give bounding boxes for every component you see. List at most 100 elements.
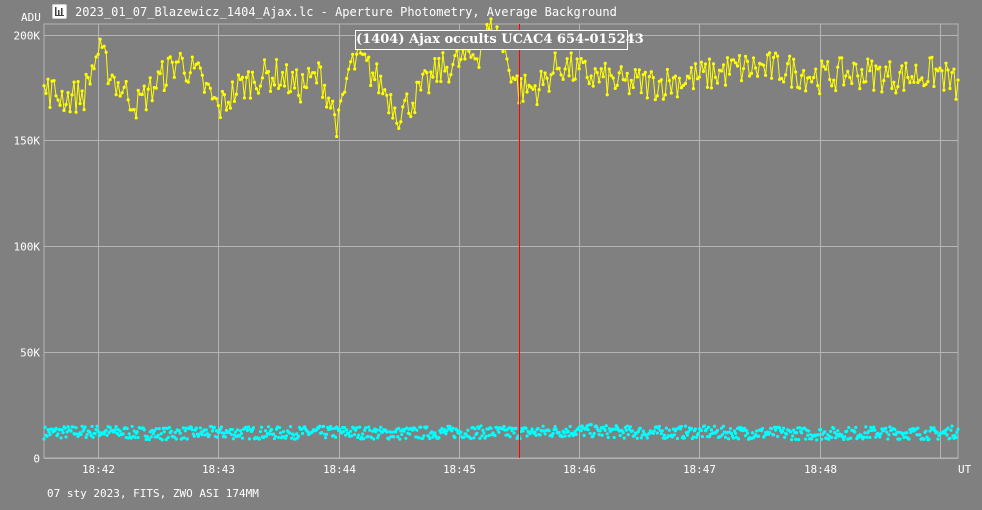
comparison-point	[167, 425, 171, 430]
series-line	[171, 62, 175, 78]
comparison-point	[651, 431, 655, 435]
comparison-point	[781, 429, 785, 433]
comparison-point	[379, 425, 383, 429]
comparison-point	[233, 430, 238, 434]
comparison-point	[278, 431, 283, 435]
series-line	[943, 63, 947, 91]
series-line	[915, 65, 919, 83]
series-line	[438, 58, 442, 82]
comparison-point	[804, 437, 808, 441]
comparison-point	[806, 433, 810, 437]
comparison-point	[451, 426, 455, 430]
comparison-point	[736, 437, 741, 441]
series-line	[670, 77, 674, 94]
axis-labels: 0 50K 100K 150K 200K 18:42 18:43 18:44 18:45 18:4…	[14, 11, 972, 476]
comparison-point	[396, 435, 400, 439]
comparison-point	[745, 431, 750, 435]
series-line	[931, 57, 935, 87]
comparison-point	[93, 431, 97, 436]
comparison-point	[652, 429, 656, 433]
comparison-point	[136, 435, 140, 440]
series-line	[324, 85, 328, 108]
comparison-point	[743, 434, 748, 438]
series-line	[83, 74, 87, 110]
series-line	[191, 56, 195, 69]
series-line	[352, 54, 356, 70]
comparison-point	[538, 433, 542, 437]
comparison-point	[135, 430, 139, 434]
comparison-point	[508, 435, 512, 439]
comparison-point	[185, 437, 189, 441]
comparison-point	[589, 423, 593, 427]
series-line	[442, 52, 446, 72]
comparison-point	[84, 435, 88, 439]
comparison-point	[108, 425, 112, 429]
series-line	[149, 77, 153, 101]
comparison-point	[769, 427, 774, 431]
series-line	[893, 82, 897, 93]
plot-frame	[43, 23, 959, 459]
comparison-point	[204, 428, 208, 432]
comparison-point	[778, 426, 782, 430]
comparison-point	[291, 433, 296, 437]
target-point	[218, 115, 222, 120]
comparison-point	[132, 429, 136, 433]
comparison-point	[817, 433, 821, 437]
comparison-point	[794, 437, 798, 441]
comparison-point	[408, 432, 412, 436]
comparison-point	[372, 437, 376, 441]
series-line	[656, 81, 660, 96]
comparison-point	[151, 432, 155, 436]
comparison-point	[450, 429, 454, 433]
series-line	[45, 79, 49, 94]
comparison-point	[924, 429, 928, 433]
comparison-point	[739, 426, 744, 430]
comparison-point	[694, 435, 699, 440]
chart-icon[interactable]	[52, 4, 67, 19]
series-line	[616, 72, 620, 86]
comparison-point	[767, 430, 772, 435]
comparison-point	[147, 438, 151, 442]
comparison-point	[367, 425, 371, 429]
series-line	[223, 94, 227, 111]
comparison-point	[700, 434, 705, 439]
comparison-point	[502, 424, 506, 429]
series-line	[306, 68, 310, 88]
series-line	[322, 85, 326, 98]
series-line	[161, 61, 165, 91]
series-line	[722, 64, 726, 86]
comparison-point	[533, 430, 537, 434]
series-line	[520, 78, 524, 102]
comparison-point	[300, 431, 305, 436]
comparison-point	[276, 435, 281, 440]
comparison-point	[718, 434, 723, 439]
series-line	[913, 65, 917, 83]
comparison-point	[790, 438, 794, 442]
series-line	[769, 52, 773, 79]
comparison-point	[425, 425, 429, 429]
comparison-point	[791, 434, 795, 438]
comparison-point	[898, 437, 902, 441]
target-point	[180, 56, 184, 60]
comparison-point	[592, 431, 596, 436]
comparison-point	[541, 424, 545, 428]
comparison-point	[345, 428, 349, 432]
comparison-point	[954, 436, 958, 440]
series-line	[606, 69, 610, 95]
comparison-point	[453, 435, 457, 440]
series-line	[771, 57, 775, 79]
comparison-point	[347, 432, 351, 436]
series-line	[440, 52, 444, 82]
comparison-point	[198, 426, 202, 430]
series-line	[865, 59, 869, 82]
comparison-point	[505, 428, 509, 432]
comparison-point	[869, 425, 873, 430]
comparison-point	[444, 432, 448, 436]
series-line	[901, 65, 905, 91]
comparison-point	[600, 433, 604, 437]
comparison-point	[925, 435, 929, 439]
series-line	[460, 49, 464, 60]
comparison-point	[706, 425, 711, 429]
series-line	[516, 75, 520, 103]
